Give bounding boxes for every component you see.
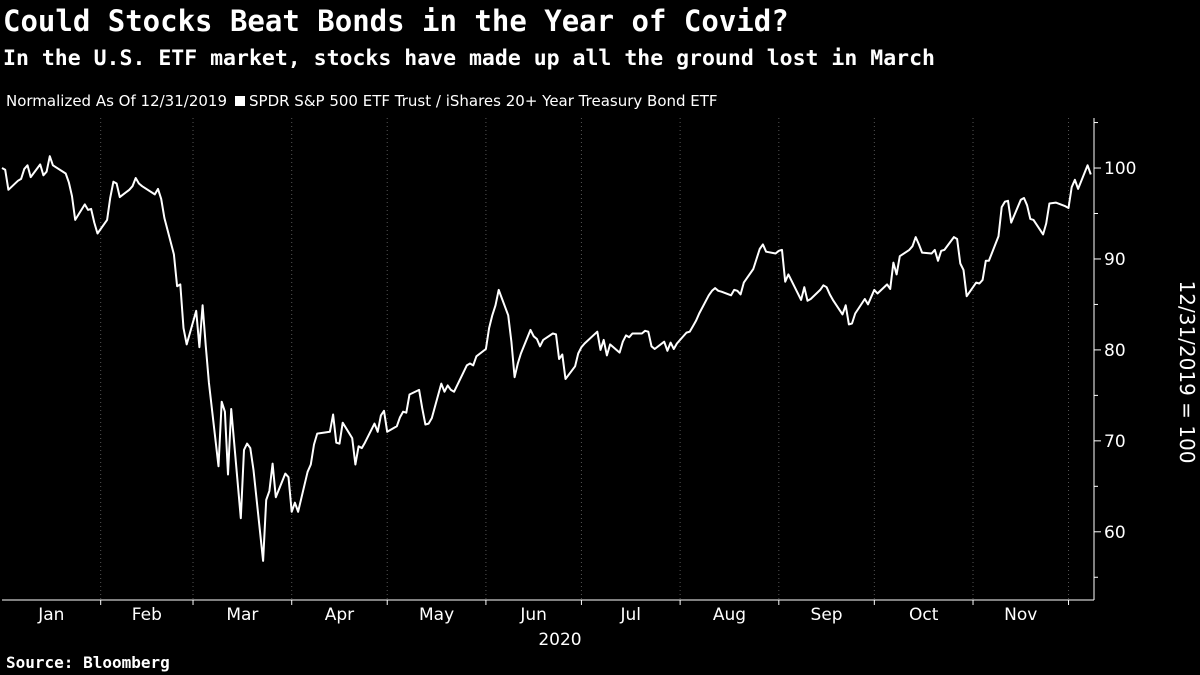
x-tick-label-aug: Aug (713, 605, 746, 625)
x-axis-ticks: Jan Feb Mar Apr May Jun Jul Aug Sep Oct Nov (37, 600, 1070, 625)
y-tick-label-100: 100 (1104, 159, 1136, 179)
x-tick-label-may: May (419, 605, 454, 625)
legend-series-label: SPDR S&P 500 ETF Trust / iShares 20+ Yea… (249, 92, 718, 110)
y-tick-label-60: 60 (1104, 523, 1126, 543)
legend-normalization-note: Normalized As Of 12/31/2019 (6, 92, 227, 110)
x-axis-year-label: 2020 (538, 630, 581, 650)
y-axis-ticks: 60 70 80 90 100 (1094, 122, 1136, 578)
x-tick-label-feb: Feb (132, 605, 162, 625)
y-tick-label-90: 90 (1104, 250, 1126, 270)
legend: Normalized As Of 12/31/2019 SPDR S&P 500 … (6, 90, 718, 112)
source-note: Source: Bloomberg (6, 653, 170, 672)
y-tick-label-70: 70 (1104, 432, 1126, 452)
y-axis-label: 12/31/2019 = 100 (1175, 281, 1199, 464)
series-line-0 (1, 155, 1092, 562)
y-tick-label-80: 80 (1104, 341, 1126, 361)
series-layer (1, 155, 1092, 562)
x-tick-label-apr: Apr (325, 605, 354, 625)
x-tick-label-nov: Nov (1004, 605, 1037, 625)
axes (2, 118, 1095, 601)
x-tick-label-sep: Sep (811, 605, 843, 625)
x-tick-label-jun: Jun (519, 605, 547, 625)
x-tick-label-jan: Jan (37, 605, 64, 625)
x-tick-label-oct: Oct (909, 605, 939, 625)
x-tick-label-jul: Jul (620, 605, 642, 625)
legend-swatch-icon (235, 96, 245, 106)
chart-title: Could Stocks Beat Bonds in the Year of C… (3, 4, 789, 38)
chart-subtitle: In the U.S. ETF market, stocks have made… (3, 46, 935, 71)
vertical-gridlines (100, 118, 1070, 600)
x-tick-label-mar: Mar (226, 605, 258, 625)
